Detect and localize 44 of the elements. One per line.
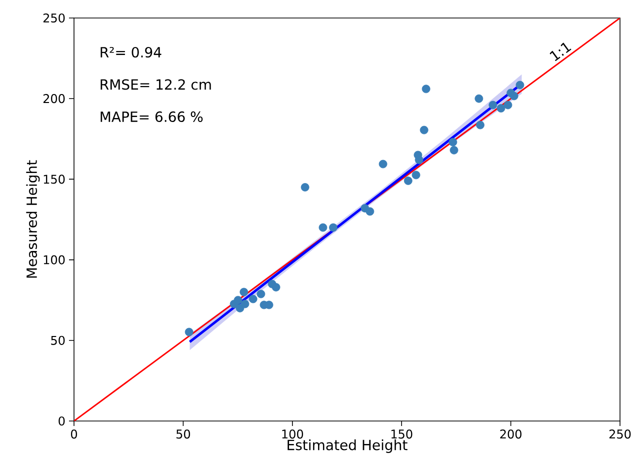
point [414, 156, 424, 164]
point [448, 138, 458, 146]
point [420, 126, 428, 134]
point [184, 328, 194, 336]
y-axis-title: Measured Height [26, 160, 40, 278]
x-tick-label: 250 [609, 430, 631, 439]
x-tick-label: 0 [70, 430, 78, 439]
x-axis-title: Estimated Height [288, 439, 408, 453]
point [300, 183, 310, 192]
y-tick-label: 250 [43, 13, 65, 23]
y-tick-label: 50 [51, 336, 65, 345]
point [248, 294, 258, 304]
point [240, 288, 248, 296]
annotation: R²= 0.94 [100, 46, 162, 58]
x-tick-label: 100 [282, 430, 304, 439]
point [474, 94, 484, 103]
point [496, 104, 506, 112]
y-tick-label: 150 [44, 174, 65, 184]
text: 1:1 [550, 42, 572, 62]
point [366, 207, 374, 216]
point [329, 223, 338, 232]
point [510, 92, 518, 100]
point [450, 146, 458, 154]
point [272, 283, 280, 292]
point [234, 296, 242, 304]
point [504, 100, 512, 110]
point [318, 223, 328, 232]
point [256, 290, 266, 298]
annotation: RMSE= 12.2 cm [100, 79, 211, 90]
y-tick-label: 200 [43, 94, 65, 104]
point [404, 176, 412, 186]
annotation: MAPE= 6.66 % [100, 111, 203, 122]
point [488, 100, 498, 110]
x-tick-label: 150 [391, 430, 412, 439]
point [516, 80, 524, 90]
point [476, 120, 484, 130]
point [412, 170, 420, 180]
point [422, 84, 430, 94]
y-tick-label: 100 [44, 255, 65, 264]
y-tick-label: 0 [58, 416, 65, 426]
x-tick-label: 50 [176, 430, 190, 439]
point [378, 160, 388, 168]
x-tick-label: 200 [500, 430, 522, 439]
point [240, 300, 250, 308]
